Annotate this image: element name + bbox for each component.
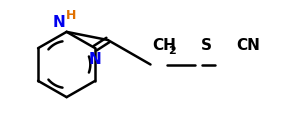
Text: CH: CH: [152, 38, 176, 53]
Text: 2: 2: [169, 46, 176, 56]
Text: H: H: [66, 9, 76, 22]
Text: N: N: [89, 52, 101, 67]
Text: N: N: [52, 15, 65, 30]
Text: CN: CN: [236, 38, 260, 53]
Text: S: S: [200, 38, 211, 53]
